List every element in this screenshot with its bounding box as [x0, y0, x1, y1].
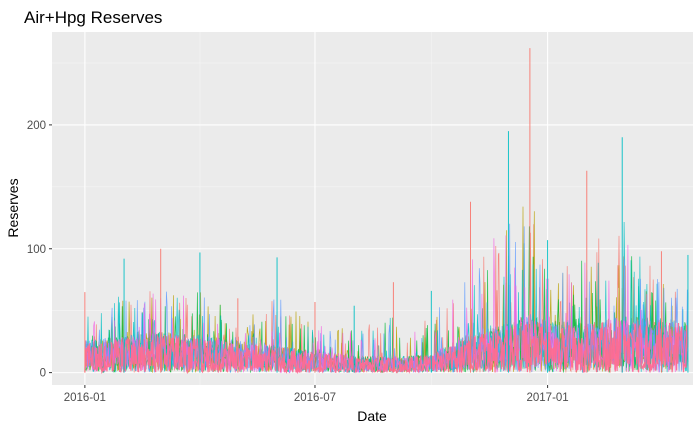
- y-axis-title: Reserves: [5, 178, 21, 237]
- chart-title: Air+Hpg Reserves: [24, 8, 162, 27]
- x-tick-label: 2017-01: [526, 392, 568, 404]
- x-tick-label: 2016-01: [64, 392, 106, 404]
- y-axis: 0 100 200: [27, 120, 52, 380]
- y-tick-label: 0: [40, 368, 46, 380]
- series-line: [84, 322, 689, 375]
- y-tick-label: 100: [27, 244, 46, 256]
- y-tick-label: 200: [27, 120, 46, 132]
- x-tick-label: 2016-07: [294, 392, 336, 404]
- x-axis: 2016-01 2016-07 2017-01: [64, 385, 569, 404]
- x-axis-title: Date: [357, 408, 387, 424]
- series-layer: [84, 48, 689, 375]
